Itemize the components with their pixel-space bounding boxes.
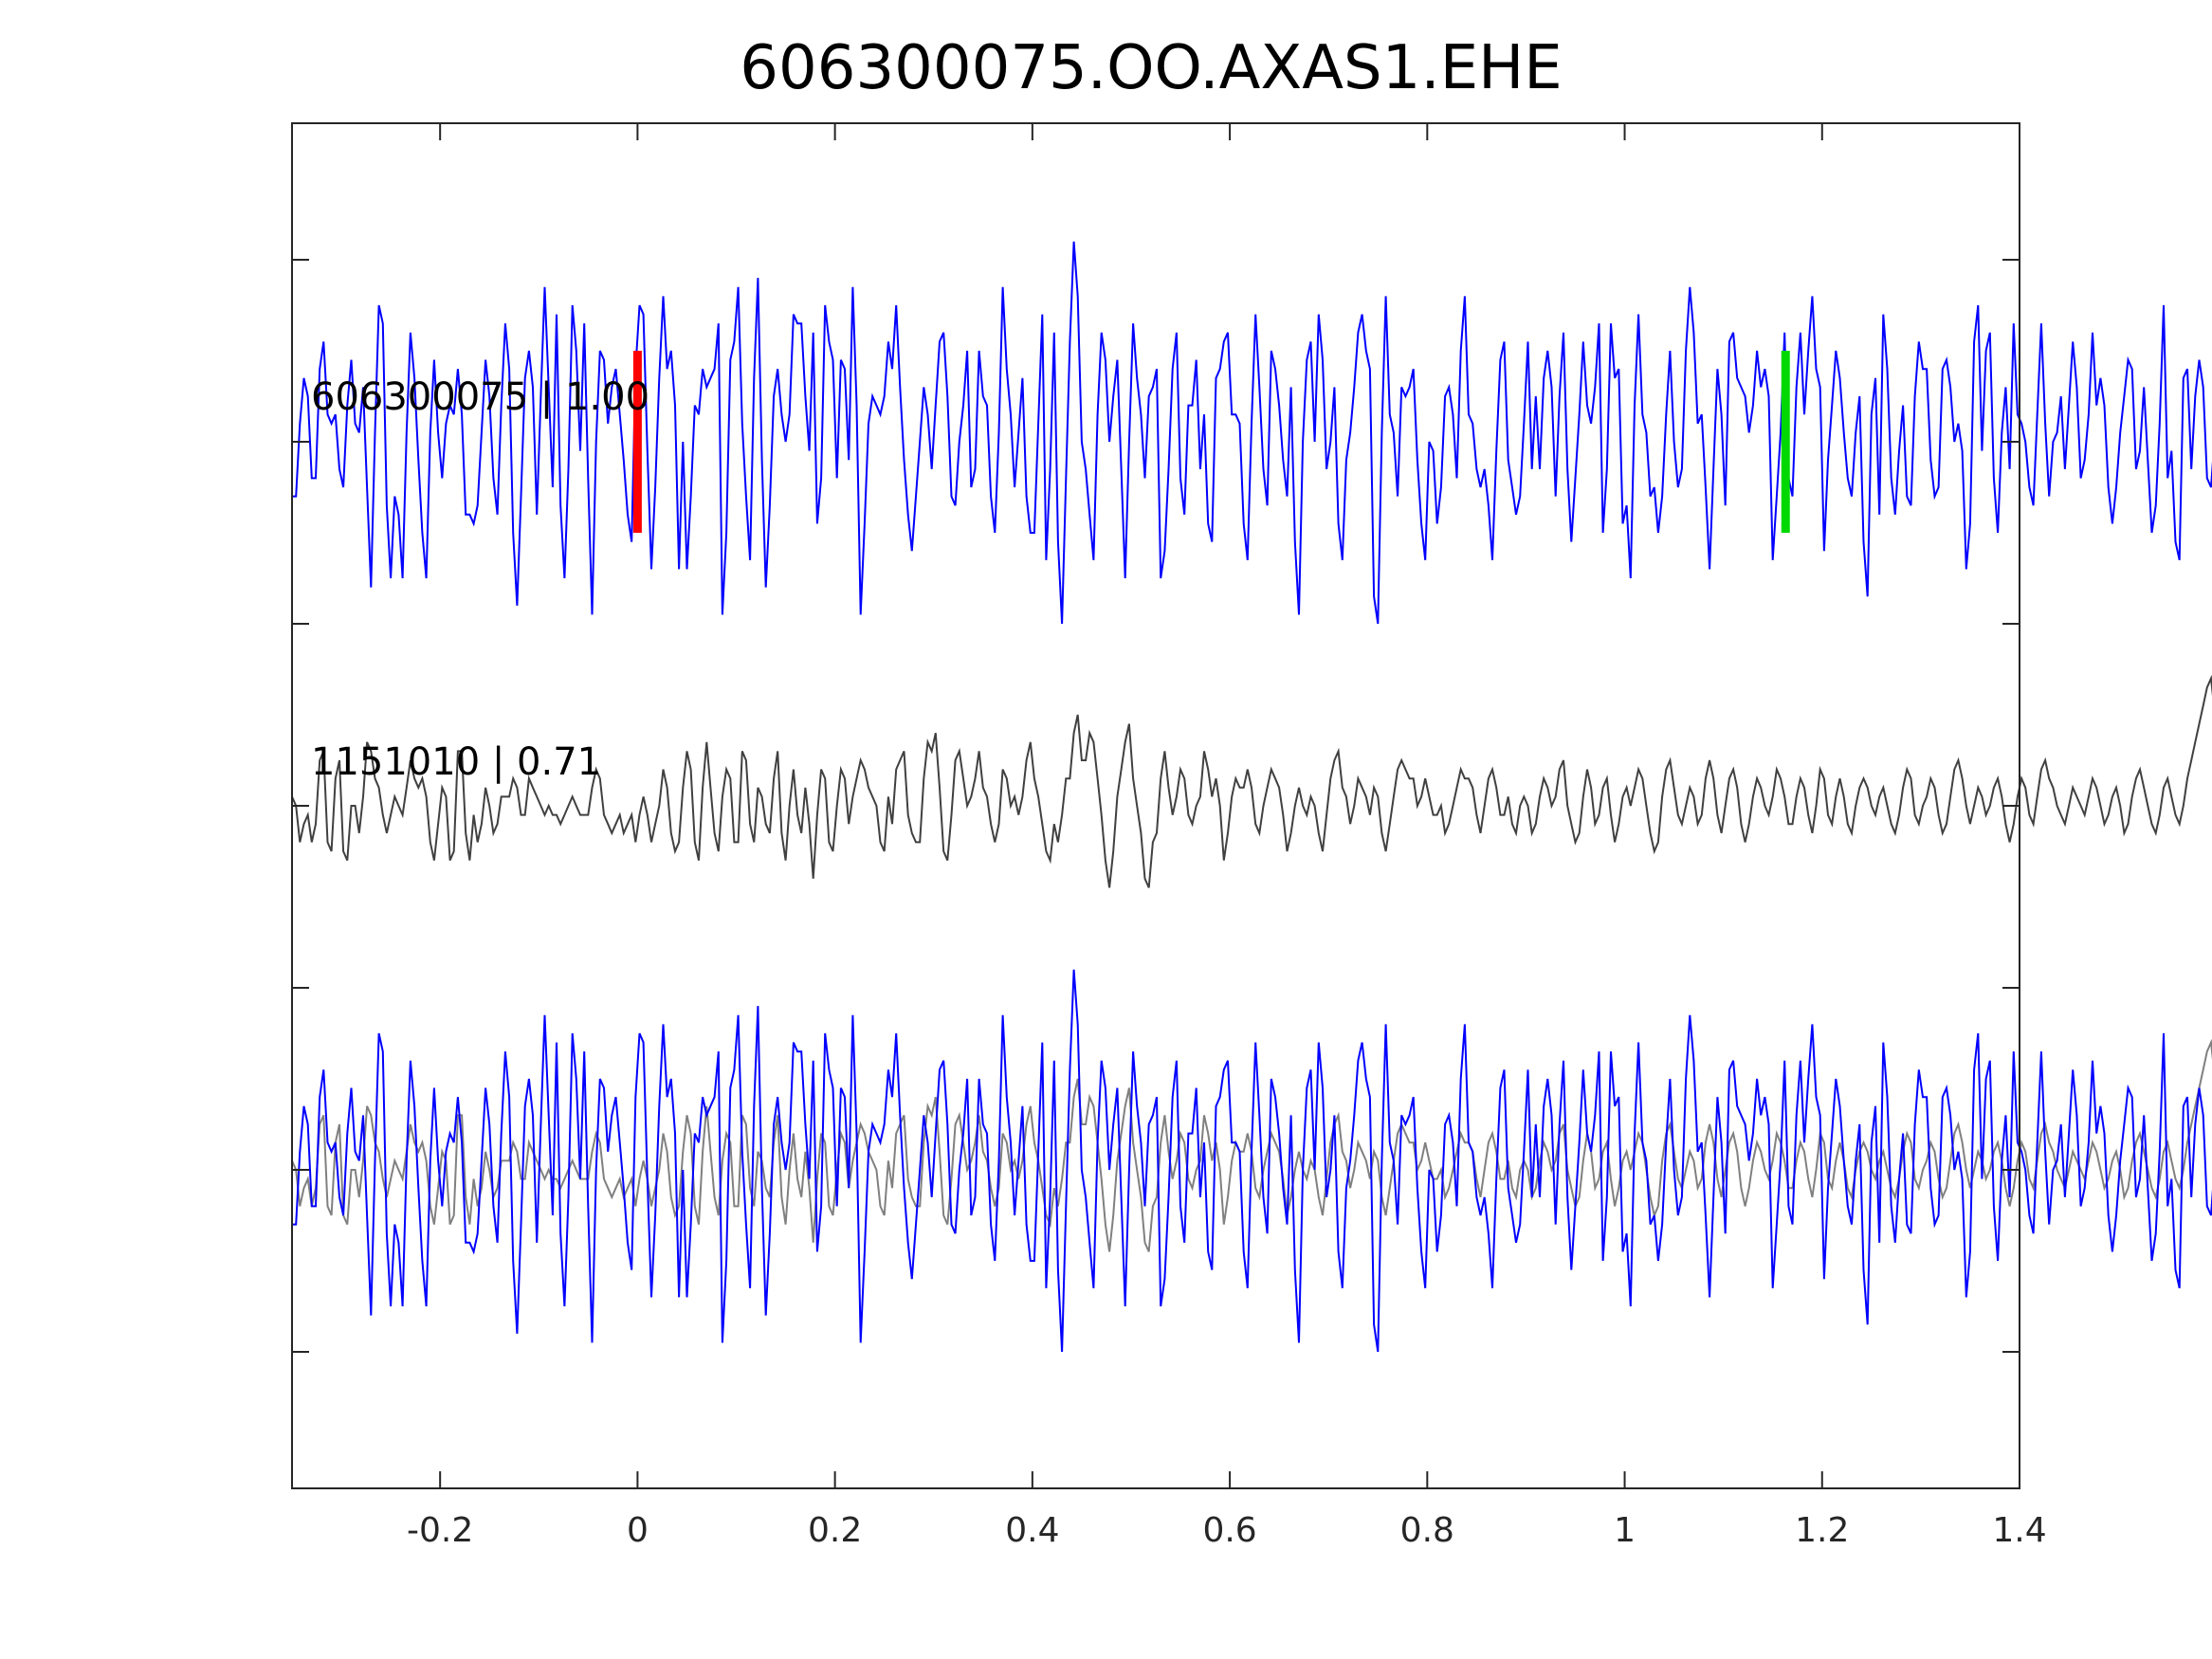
x-tick-label: 1.4 — [1992, 1511, 2046, 1550]
axes-group: -0.2 0 0.2 0.4 0.6 0.8 1 1.2 1.4 — [291, 122, 2047, 1550]
x-tick-label: 0.8 — [1400, 1511, 1454, 1550]
trace-606300075 — [292, 241, 2212, 625]
trace-label-1: 606300075 | 1.00 — [311, 375, 649, 419]
x-tick-label: -0.2 — [407, 1511, 473, 1550]
plot-frame — [291, 122, 2020, 1489]
overlay-trace-606300075 — [292, 969, 2212, 1353]
x-tick-label: 0.2 — [808, 1511, 862, 1550]
trace-1151010 — [291, 674, 2212, 888]
x-tick-label: 0.6 — [1202, 1511, 1256, 1550]
x-tick-label: 1.2 — [1795, 1511, 1849, 1550]
chart-title: 606300075.OO.AXAS1.EHE — [740, 33, 1562, 103]
x-tick-label: 0.4 — [1005, 1511, 1059, 1550]
trace-label-2: 1151010 | 0.71 — [311, 740, 601, 784]
pick-markers — [632, 351, 1790, 533]
x-tick-label: 1 — [1614, 1511, 1636, 1550]
x-tick-label: 0 — [627, 1511, 649, 1550]
traces-group — [291, 241, 2212, 1353]
